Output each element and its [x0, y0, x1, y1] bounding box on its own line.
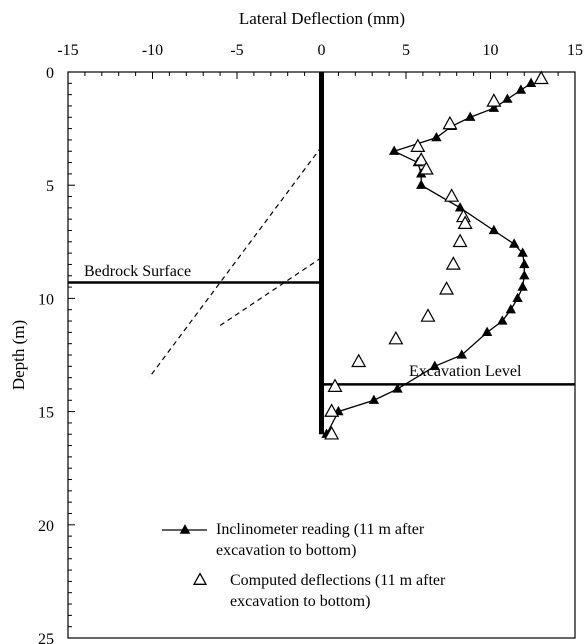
y-tick-label: 0	[46, 65, 54, 82]
inclinometer-point	[488, 102, 500, 112]
series-computed	[324, 70, 549, 440]
inclinometer-point	[502, 93, 513, 103]
computed-point	[410, 138, 426, 152]
inclinometer-point	[392, 383, 403, 393]
inclinometer-point	[431, 131, 442, 142]
computed-point	[324, 403, 340, 417]
y-tick-label: 10	[38, 291, 54, 308]
inclinometer-point	[515, 84, 527, 94]
inclinometer-point	[512, 292, 523, 303]
inclinometer-point	[465, 111, 476, 121]
svg-text:Inclinometer reading (11 m aft: Inclinometer reading (11 m after excavat…	[216, 521, 428, 559]
computed-point	[439, 281, 455, 295]
x-tick-label: -5	[230, 42, 243, 59]
inclinometer-point	[497, 315, 508, 325]
computed-point	[486, 93, 502, 107]
computed-point	[388, 330, 404, 345]
tieback-line-1	[148, 146, 322, 378]
legend-label-computed-line2: excavation to bottom)	[230, 593, 370, 610]
legend-label-inclinometer-line2: excavation to bottom)	[216, 542, 356, 559]
bedrock-surface-label: Bedrock Surface	[84, 263, 191, 280]
legend-label-computed-line1: Computed deflections (11 m after	[230, 572, 446, 589]
legend-entry-computed: Computed deflections (11 m after excavat…	[192, 572, 449, 610]
legend-marker-computed	[192, 572, 208, 585]
legend: Inclinometer reading (11 m after excavat…	[162, 521, 449, 610]
inclinometer-point	[454, 202, 466, 212]
inclinometer-point	[508, 238, 520, 248]
x-tick-label: 5	[402, 42, 410, 59]
computed-point	[324, 425, 340, 440]
computed-point	[351, 353, 367, 368]
computed-point	[442, 115, 458, 130]
tieback-line-2	[219, 257, 322, 327]
inclinometer-point	[429, 360, 440, 370]
computed-point	[413, 152, 429, 166]
x-tick-labels: -15 -10 -5 0 5 10 15	[57, 42, 583, 59]
x-tick-label: 10	[483, 42, 499, 59]
x-tick-label: 0	[318, 42, 326, 59]
computed-point	[445, 256, 461, 270]
inclinometer-point	[488, 224, 500, 235]
y-tick-label: 25	[38, 631, 54, 644]
x-tick-label: -10	[142, 42, 163, 59]
computed-point	[420, 308, 436, 322]
y-tick-label: 15	[38, 405, 54, 422]
computed-point	[418, 161, 434, 175]
y-tick-label: 5	[46, 178, 54, 195]
legend-label-inclinometer-line1: Inclinometer reading (11 m after	[216, 521, 425, 538]
inclinometer-line	[325, 82, 532, 435]
inclinometer-point	[525, 77, 537, 87]
legend-marker-inclinometer	[179, 524, 191, 534]
inclinometer-point	[388, 145, 400, 155]
inclinometer-point	[368, 394, 380, 404]
computed-point	[533, 70, 549, 85]
inclinometer-point	[517, 281, 528, 291]
inclinometer-point	[481, 326, 493, 336]
svg-text:Computed deflections (11 m aft: Computed deflections (11 m after excavat…	[230, 572, 449, 610]
inclinometer-point	[416, 179, 427, 189]
y-tick-labels: 0 5 10 15 20 25	[38, 65, 54, 644]
inclinometer-point	[517, 247, 528, 257]
computed-point	[327, 378, 343, 392]
structures: Bedrock Surface Excavation Level	[68, 72, 575, 435]
inclinometer-point	[519, 258, 530, 269]
computed-point	[444, 188, 460, 202]
x-tick-label: -15	[57, 42, 78, 59]
inclinometer-point	[505, 304, 516, 314]
x-tick-label: 15	[567, 42, 583, 59]
inclinometer-point	[456, 349, 467, 359]
computed-point	[452, 233, 468, 248]
x-axis-label: Lateral Deflection (mm)	[239, 9, 405, 28]
y-axis-label: Depth (m)	[9, 320, 28, 390]
minor-ticks	[67, 71, 576, 639]
computed-point	[457, 215, 473, 229]
inclinometer-point	[519, 270, 530, 280]
legend-entry-inclinometer: Inclinometer reading (11 m after excavat…	[162, 521, 428, 559]
y-tick-label: 20	[38, 518, 54, 535]
